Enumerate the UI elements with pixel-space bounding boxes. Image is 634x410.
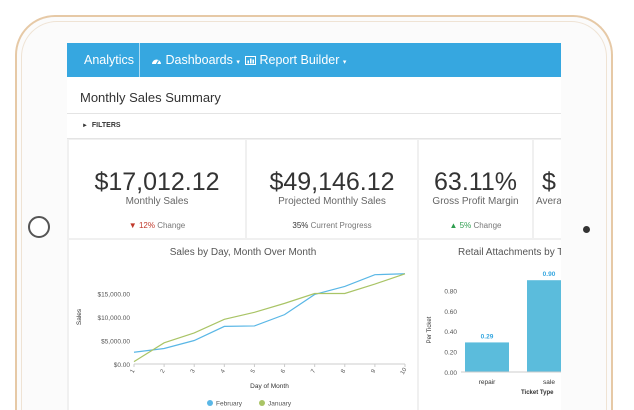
x-tick-label: 1 [130,368,137,374]
metric-value: $ [542,168,556,196]
x-tick-label: 4 [220,368,227,374]
change-value: 12% [138,221,155,230]
change-value: 5% [459,221,472,230]
x-tick-label: 9 [371,368,378,374]
x-tick-label: 8 [340,368,347,374]
bar-repair [465,342,509,372]
metric-value: $17,012.12 [94,168,220,196]
legend-label-february: February [216,401,243,408]
caret-right-icon: ► [82,123,88,129]
series-line-january [133,273,406,363]
y-tick-label: 0.40 [444,329,457,336]
chevron-down-icon: ▾ [236,59,240,66]
y-tick-label: 0.20 [444,350,457,357]
y-tick-label: $15,000.00 [97,292,130,299]
nav-brand-analytics[interactable]: Analytics [84,53,135,67]
arrow-up-icon: ▲ [449,221,458,230]
arrow-down-icon: ▼ [128,221,137,230]
dashboard-gauge-icon [152,59,161,65]
retail-bar-chart: 0.00 0.20 0.40 0.60 0.80 Per Ticket 0.29 repair… [427,271,561,396]
chart-title: Sales by Day, Month Over Month [169,247,317,258]
x-axis-title: Day of Month [250,383,289,390]
dashboard-screen: Analytics Dashboards ▾ Report Builder ▾ … [67,43,561,410]
y-tick-label: $10,000.00 [97,315,130,322]
y-axis-title: Per Ticket [427,316,433,343]
x-tick-label: 6 [280,368,287,374]
metric-value: 63.11% [434,168,517,196]
x-tick-label: 7 [310,368,317,374]
nav-report-builder-label: Report Builder [259,53,340,67]
data-label: 0.29 [481,333,494,340]
tablet-bezel [21,21,607,410]
legend-label-january: January [268,401,292,408]
nav-dashboards-menu[interactable]: Dashboards ▾ [151,43,240,77]
metric-label: Monthly Sales [125,196,189,207]
y-tick-label: $0.00 [114,362,131,369]
series-line-february [133,273,406,353]
metric-value: $49,146.12 [269,168,395,196]
metric-label: Gross Profit Margin [432,196,519,207]
page-header: Monthly Sales Summary [67,77,561,114]
x-tick-label: repair [479,379,496,386]
page-title: Monthly Sales Summary [80,90,221,105]
x-tick-label: 2 [160,368,167,374]
bar-sale [527,280,561,372]
change-value: 35% [292,221,309,230]
retail-attachments-panel: Retail Attachments by T 0.00 0.20 0.40 0.60… [419,240,561,410]
metric-change: 35% Current Progress [247,221,417,230]
metric-change: ▲ 5% Change [419,221,532,230]
chevron-down-icon: ▾ [342,59,347,66]
legend-marker-february [207,400,213,406]
x-axis-title: Ticket Type [521,390,554,396]
filters-toggle[interactable]: ► FILTERS [82,122,121,129]
bar-chart-icon [245,56,256,65]
nav-report-builder-menu[interactable]: Report Builder ▾ [245,43,346,77]
metric-card-projected-sales: $49,146.12 Projected Monthly Sales 35% C… [247,140,417,238]
metric-card-gross-margin: 63.11% Gross Profit Margin ▲ 5% Change [419,140,532,238]
legend-marker-january [259,400,265,406]
change-label: Current Progress [310,221,372,230]
x-tick-label: 10 [400,367,409,376]
data-label: 0.90 [543,271,556,278]
filters-label: FILTERS [91,122,121,129]
y-tick-label: 0.80 [444,288,457,295]
nav-divider [139,43,140,77]
nav-dashboards-label: Dashboards [165,53,233,67]
metric-label: Projected Monthly Sales [278,196,386,207]
metric-card-monthly-sales: $17,012.12 Monthly Sales ▼ 12% Change [69,140,245,238]
home-button [28,216,50,238]
metric-change: ▼ 12% Change [69,221,245,230]
metric-card-average: $ Avera [534,140,561,238]
y-axis-title: Sales [76,308,83,325]
sales-line-chart: $0.00 $5,000.00 $10,000.00 $15,000.00 1 2 3 4 5 6… [76,273,409,408]
change-label: Change [473,221,502,230]
y-tick-label: $5,000.00 [101,339,130,346]
y-tick-label: 0.60 [444,309,457,316]
filters-bar: ► FILTERS [67,114,561,139]
chart-title: Retail Attachments by T [458,247,561,258]
x-tick-label: 3 [190,368,197,374]
top-nav: Analytics Dashboards ▾ Report Builder ▾ [67,43,561,77]
metric-label: Avera [536,196,561,207]
camera-dot [583,226,590,233]
x-tick-label: sale [543,379,555,386]
change-label: Change [157,221,186,230]
x-tick-label: 5 [250,368,257,374]
sales-by-day-panel: Sales by Day, Month Over Month $0.00 $5,0… [69,240,417,410]
y-tick-label: 0.00 [444,370,457,377]
